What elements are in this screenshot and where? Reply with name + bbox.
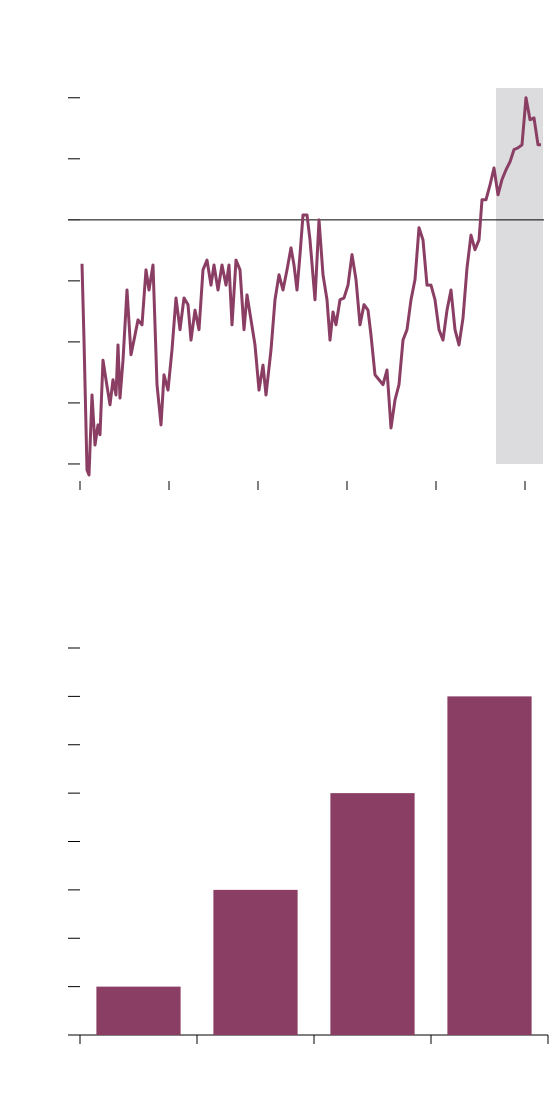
bar bbox=[213, 889, 298, 1035]
bar bbox=[96, 986, 181, 1035]
highlight-band bbox=[496, 88, 543, 464]
line-series bbox=[80, 96, 541, 477]
bar bbox=[330, 793, 415, 1035]
bar bbox=[447, 696, 532, 1035]
